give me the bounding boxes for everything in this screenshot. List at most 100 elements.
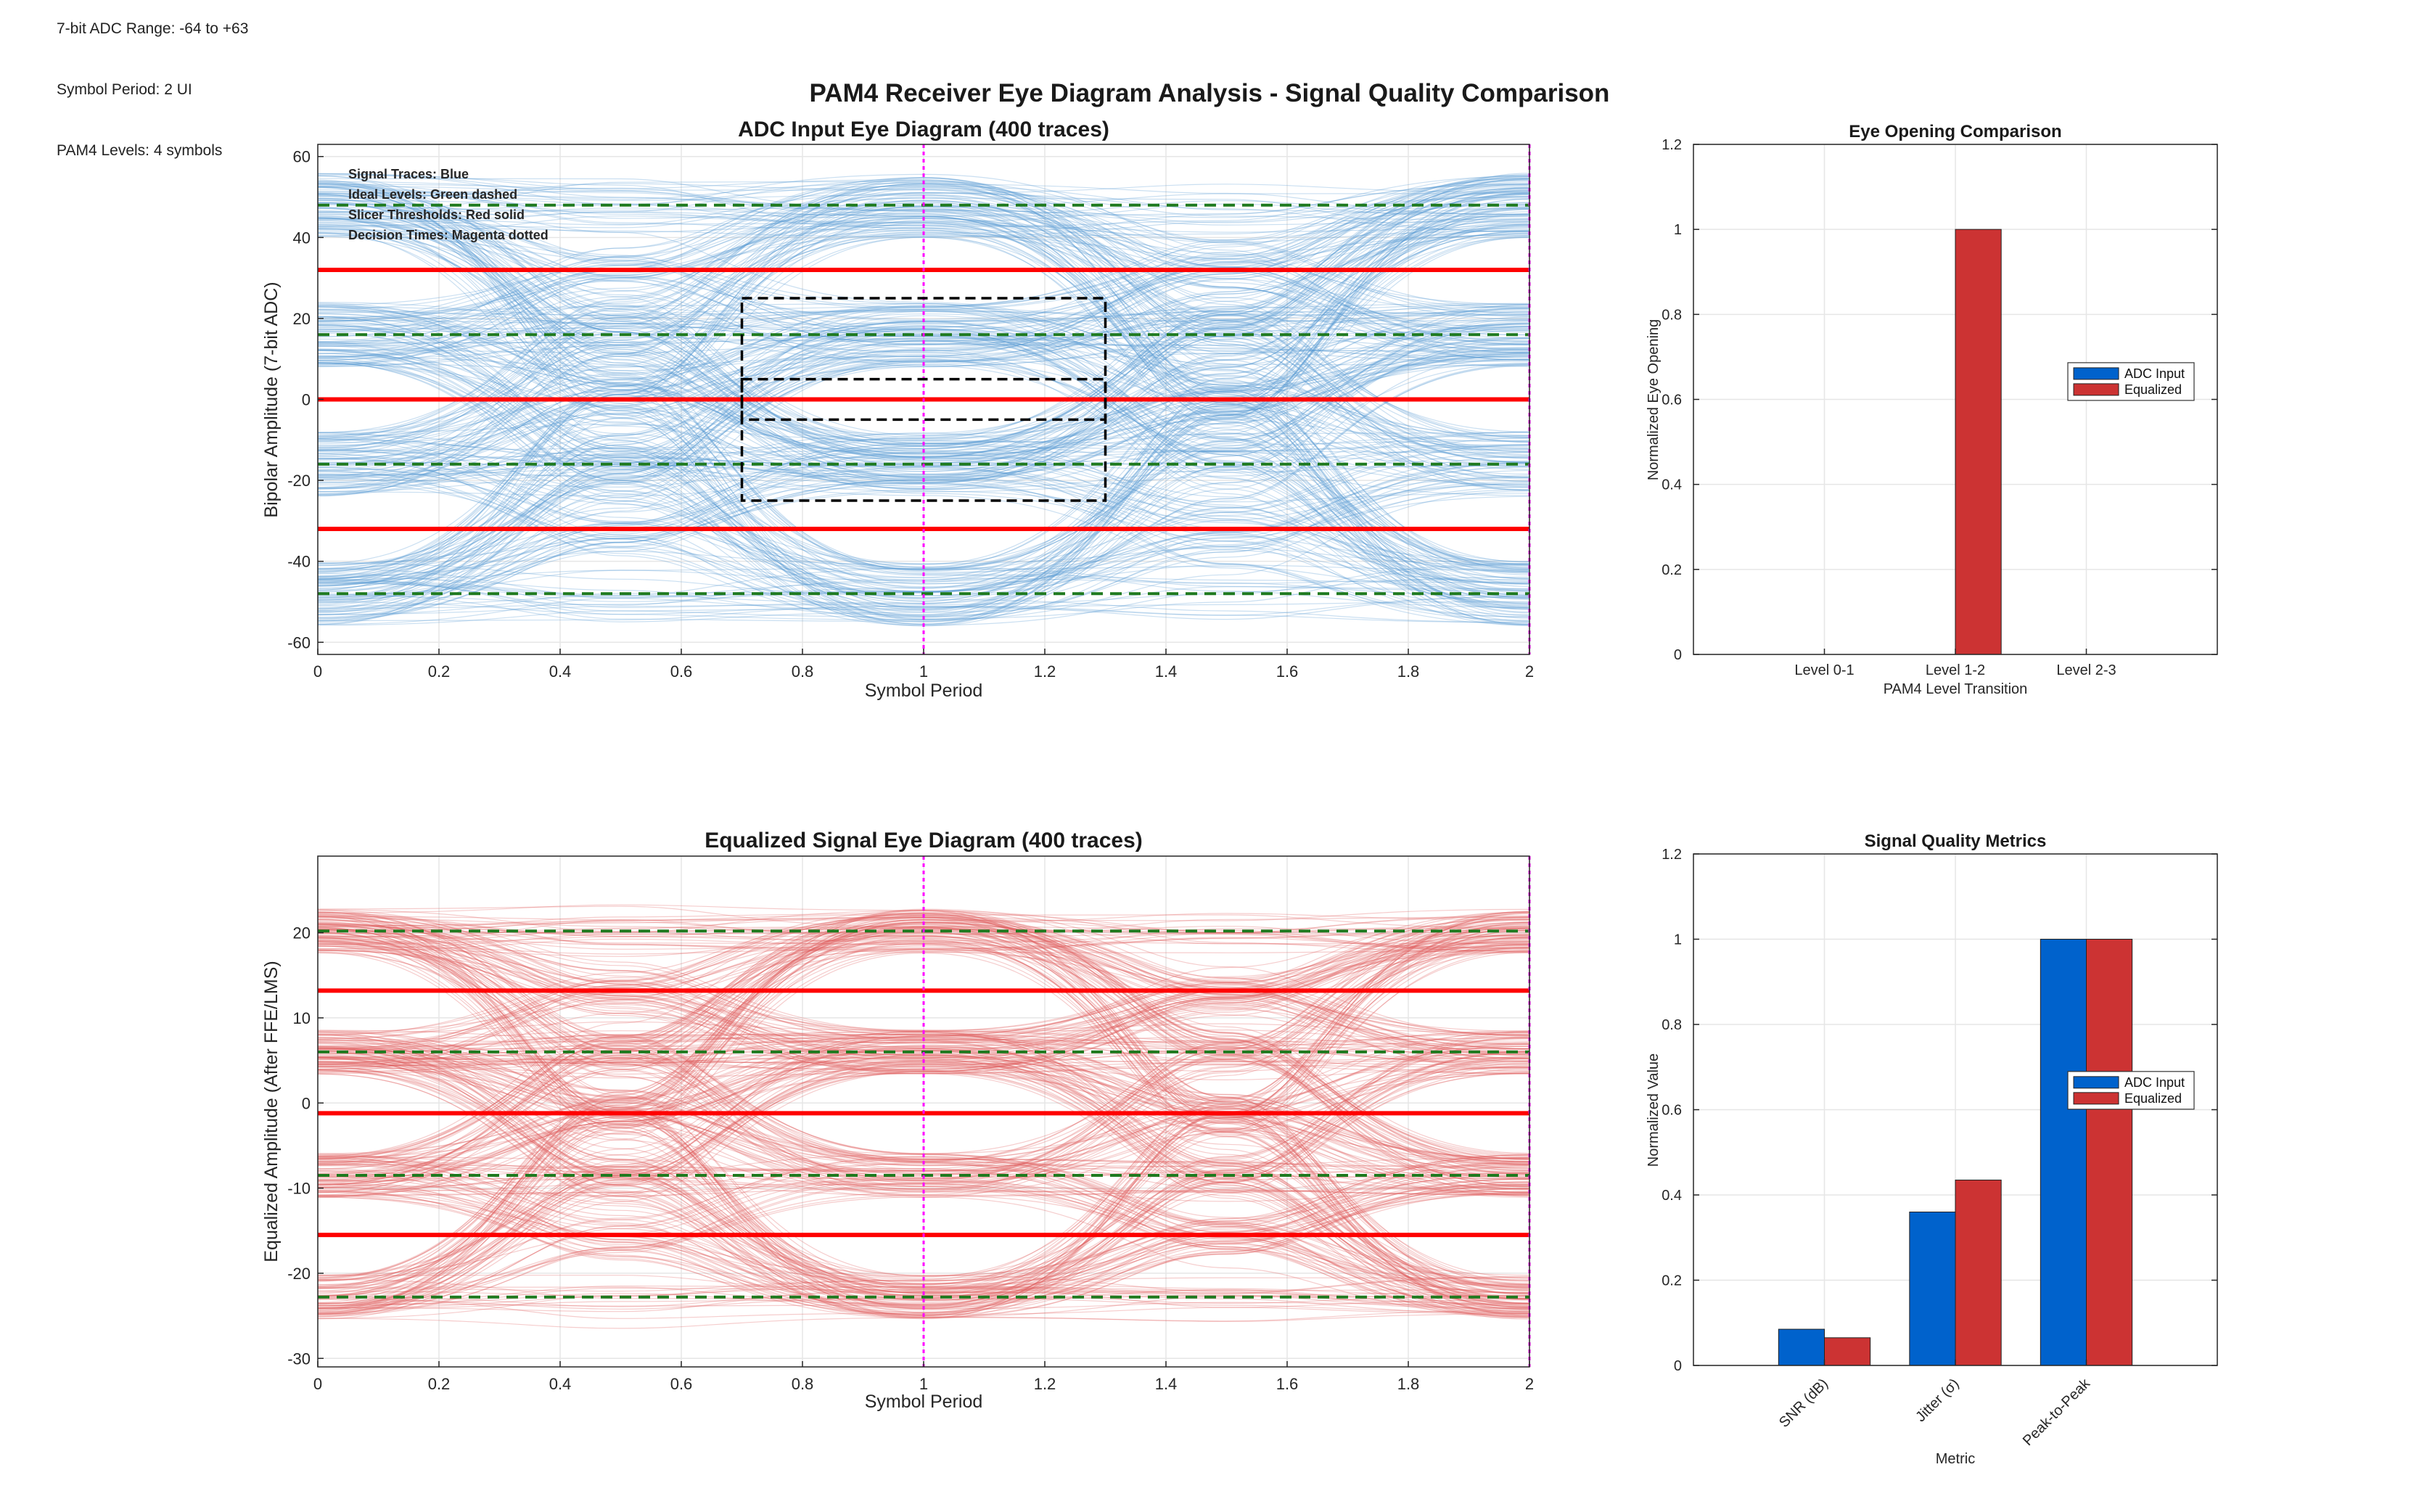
signal-trace <box>318 205 1529 480</box>
y-tick-label: 60 <box>293 148 311 166</box>
signal-trace <box>318 1032 1529 1314</box>
signal-trace <box>318 175 1529 571</box>
legend-swatch-adc-input <box>2073 1076 2119 1089</box>
y-tick-label: -20 <box>287 1265 311 1283</box>
signal-trace <box>318 938 1529 1317</box>
signal-trace <box>318 221 1529 592</box>
x-tick-label: 0.8 <box>792 1375 814 1393</box>
signal-trace <box>318 331 1529 623</box>
signal-trace <box>318 1053 1529 1281</box>
signal-trace <box>318 1154 1529 1277</box>
signal-trace <box>318 916 1529 1170</box>
signal-trace <box>318 1067 1529 1294</box>
signal-trace <box>318 931 1529 1317</box>
signal-trace <box>318 916 1529 1314</box>
signal-trace <box>318 1067 1529 1279</box>
signal-trace <box>318 316 1529 570</box>
signal-trace <box>318 938 1529 1064</box>
signal-trace <box>318 183 1529 570</box>
signal-trace <box>318 218 1529 575</box>
signal-trace <box>318 237 1529 597</box>
y-tick-label: 0.4 <box>1662 1188 1682 1204</box>
bar-equalized <box>2086 939 2133 1366</box>
signal-trace <box>318 195 1529 580</box>
signal-trace <box>318 360 1529 609</box>
signal-trace <box>318 308 1529 589</box>
x-tick-label: 0.2 <box>428 1375 451 1393</box>
signal-trace <box>318 1070 1529 1317</box>
signal-trace <box>318 918 1529 1162</box>
signal-trace <box>318 435 1529 615</box>
signal-trace <box>318 921 1529 1309</box>
signal-trace <box>318 1059 1529 1297</box>
signal-trace <box>318 905 1529 945</box>
signal-trace <box>318 208 1529 592</box>
signal-trace <box>318 227 1529 347</box>
signal-trace <box>318 192 1529 438</box>
signal-trace <box>318 326 1529 599</box>
signal-trace <box>318 177 1529 608</box>
signal-trace <box>318 923 1529 1045</box>
signal-trace <box>318 179 1529 599</box>
signal-trace <box>318 937 1529 1181</box>
signal-trace <box>318 353 1529 566</box>
signal-trace <box>318 910 1529 1050</box>
signal-trace <box>318 1045 1529 1318</box>
signal-trace <box>318 447 1529 566</box>
x-tick-label: 2 <box>1525 1375 1534 1393</box>
signal-trace <box>318 940 1529 1172</box>
signal-trace <box>318 928 1529 1317</box>
y-tick-label: 1 <box>1674 222 1682 238</box>
signal-trace <box>318 1069 1529 1310</box>
x-tick-label: 0.8 <box>792 662 814 681</box>
signal-trace <box>318 919 1529 1315</box>
signal-trace <box>318 940 1529 1294</box>
signal-trace <box>318 1058 1529 1304</box>
signal-trace <box>318 194 1529 438</box>
signal-trace <box>318 916 1529 1179</box>
signal-trace <box>318 184 1529 599</box>
signal-trace <box>318 218 1529 572</box>
signal-trace <box>318 1034 1529 1162</box>
signal-trace <box>318 925 1529 1312</box>
signal-trace <box>318 178 1529 447</box>
signal-trace <box>318 363 1529 616</box>
signal-trace <box>318 192 1529 439</box>
signal-trace <box>318 175 1529 354</box>
signal-trace <box>318 350 1529 620</box>
signal-trace <box>318 947 1529 1296</box>
signal-trace <box>318 916 1529 1070</box>
signal-trace <box>318 1048 1529 1178</box>
signal-trace <box>318 208 1529 482</box>
signal-trace <box>318 186 1529 617</box>
y-tick-label: 0.6 <box>1662 1103 1682 1119</box>
signal-trace <box>318 941 1529 1066</box>
signal-trace <box>318 952 1529 1305</box>
signal-trace <box>318 173 1529 453</box>
signal-trace <box>318 189 1529 468</box>
signal-trace <box>318 911 1529 1166</box>
x-tick-label: 0.4 <box>549 662 572 681</box>
signal-trace <box>318 1053 1529 1164</box>
signal-trace <box>318 461 1529 617</box>
signal-trace <box>318 908 1529 1308</box>
signal-trace <box>318 911 1529 1191</box>
chart-title: ADC Input Eye Diagram (400 traces) <box>738 118 1109 141</box>
signal-trace <box>318 223 1529 448</box>
signal-trace <box>318 477 1529 616</box>
signal-trace <box>318 940 1529 1304</box>
signal-trace <box>318 922 1529 1319</box>
signal-trace <box>318 235 1529 609</box>
signal-trace <box>318 1035 1529 1297</box>
signal-trace <box>318 222 1529 614</box>
signal-trace <box>318 456 1529 609</box>
signal-trace <box>318 936 1529 1299</box>
y-tick-label: -10 <box>287 1180 311 1198</box>
signal-trace <box>318 193 1529 496</box>
signal-trace <box>318 467 1529 609</box>
signal-trace <box>318 940 1529 1075</box>
signal-trace <box>318 200 1529 321</box>
signal-trace <box>318 311 1529 476</box>
y-tick-label: 1 <box>1674 932 1682 948</box>
signal-trace <box>318 937 1529 1191</box>
